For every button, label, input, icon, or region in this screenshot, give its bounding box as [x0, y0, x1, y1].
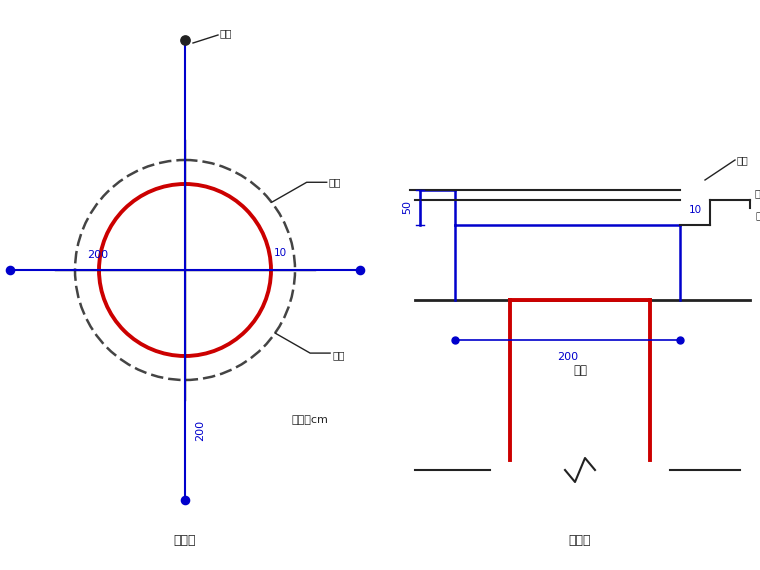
Text: 桩基: 桩基 [332, 350, 344, 360]
Text: 设计地面: 设计地面 [755, 213, 760, 222]
Text: 10: 10 [689, 205, 701, 215]
Point [179, 495, 191, 504]
Text: 桩径: 桩径 [328, 177, 341, 188]
Text: 桩位: 桩位 [220, 28, 233, 38]
Point [179, 35, 191, 44]
Text: 桩位: 桩位 [755, 188, 760, 198]
Text: 200: 200 [195, 420, 205, 441]
Point [674, 335, 686, 344]
Point [4, 266, 16, 275]
Text: 剖面图: 剖面图 [568, 534, 591, 547]
Point [354, 266, 366, 275]
Text: 平面图: 平面图 [174, 534, 196, 547]
Text: 桩径: 桩径 [737, 155, 749, 165]
Text: 50: 50 [402, 201, 412, 214]
Text: 桩基: 桩基 [573, 364, 587, 377]
Text: 10: 10 [274, 248, 287, 258]
Text: 单位：cm: 单位：cm [292, 415, 328, 425]
Text: 200: 200 [87, 250, 108, 260]
Point [449, 335, 461, 344]
Text: 200: 200 [557, 352, 578, 362]
